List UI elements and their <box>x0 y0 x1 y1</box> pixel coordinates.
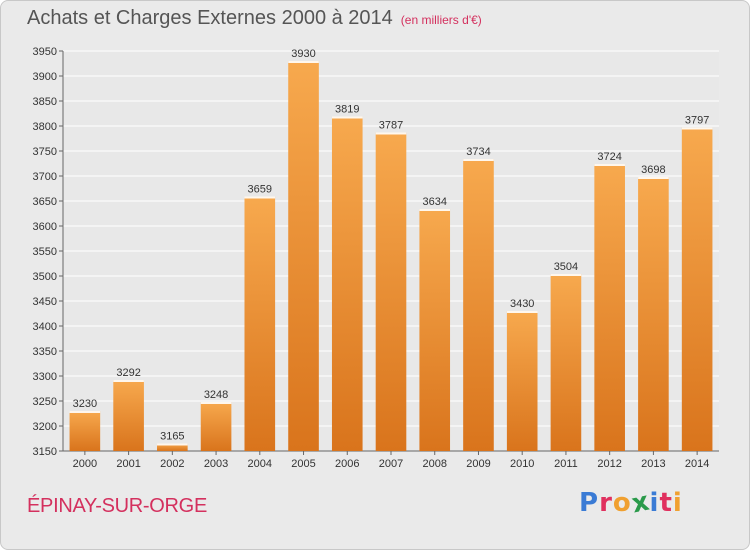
x-tick-label: 2008 <box>422 458 446 470</box>
value-label-2013: 3698 <box>641 164 665 176</box>
bar-top-highlight <box>594 164 625 166</box>
bar-top-highlight <box>681 127 713 130</box>
value-label-2004: 3659 <box>248 184 272 196</box>
bar-2009 <box>463 159 494 451</box>
bar-top-highlight <box>550 274 582 276</box>
y-tick-label: 3550 <box>33 246 57 258</box>
y-tick-label: 3450 <box>33 296 57 308</box>
bar-top-highlight <box>200 402 232 404</box>
bar-top-highlight <box>244 196 276 199</box>
y-tick-label: 3150 <box>33 446 57 458</box>
bar-top-highlight <box>113 380 144 382</box>
bar-2013 <box>638 177 669 451</box>
y-tick-label: 3600 <box>33 221 57 233</box>
x-tick-label: 2002 <box>160 458 184 470</box>
x-tick-label: 2013 <box>641 458 665 470</box>
bar-top-highlight <box>506 311 538 313</box>
x-tick-label: 2009 <box>466 458 490 470</box>
bar-top-highlight <box>288 61 319 63</box>
value-label-2008: 3634 <box>422 196 446 208</box>
bar-2008 <box>419 209 451 451</box>
y-tick-label: 3200 <box>33 421 57 433</box>
x-tick-label: 2004 <box>248 458 272 470</box>
y-tick-label: 3400 <box>33 321 57 333</box>
bar-2011 <box>550 274 582 451</box>
value-label-2001: 3292 <box>116 367 140 379</box>
y-tick-label: 3300 <box>33 371 57 383</box>
bar-top-highlight <box>419 209 451 211</box>
logo-letter: r <box>599 488 613 518</box>
bar-2004 <box>244 196 276 451</box>
chart-title: Achats et Charges Externes 2000 à 2014 <box>27 7 393 29</box>
value-label-2003: 3248 <box>204 389 228 401</box>
logo-letter: i <box>649 488 660 518</box>
value-label-2009: 3734 <box>466 146 490 158</box>
x-tick-label: 2007 <box>379 458 403 470</box>
logo-letter: t <box>659 488 673 518</box>
bar-top-highlight <box>375 132 407 135</box>
y-tick-label: 3650 <box>33 196 57 208</box>
y-tick-label: 3950 <box>33 46 57 58</box>
x-tick-label: 2003 <box>204 458 228 470</box>
commune-name: ÉPINAY-SUR-ORGE <box>27 495 207 517</box>
y-tick-label: 3350 <box>33 346 57 358</box>
bar-2012 <box>594 164 625 451</box>
bar-2001 <box>113 380 144 451</box>
value-label-2011: 3504 <box>554 261 578 273</box>
x-tick-label: 2000 <box>73 458 97 470</box>
bar-top-highlight <box>157 443 188 446</box>
x-tick-label: 2006 <box>335 458 359 470</box>
bar-top-highlight <box>69 411 101 413</box>
y-tick-label: 3800 <box>33 121 57 133</box>
x-tick-label: 2001 <box>116 458 140 470</box>
y-tick-label: 3750 <box>33 146 57 158</box>
chart-unit: (en milliers d'€) <box>400 13 482 27</box>
value-label-2000: 3230 <box>73 398 97 410</box>
bar-2002 <box>157 443 188 451</box>
logo-letter: o <box>612 488 632 518</box>
logo-letter: P <box>579 488 600 518</box>
bar-2000 <box>69 411 101 451</box>
chart-title-block: Achats et Charges Externes 2000 à 2014 (e… <box>27 7 482 30</box>
y-tick-label: 3850 <box>33 96 57 108</box>
x-tick-label: 2014 <box>685 458 709 470</box>
value-label-2005: 3930 <box>291 48 315 60</box>
x-tick-label: 2010 <box>510 458 534 470</box>
bar-top-highlight <box>463 159 494 161</box>
value-label-2010: 3430 <box>510 298 534 310</box>
y-tick-label: 3900 <box>33 71 57 83</box>
value-label-2007: 3787 <box>379 120 403 132</box>
value-label-2002: 3165 <box>160 431 184 443</box>
bar-2014 <box>681 127 713 451</box>
bar-2007 <box>375 132 407 451</box>
bar-2005 <box>288 61 319 451</box>
bar-2010 <box>506 311 538 451</box>
x-tick-label: 2012 <box>597 458 621 470</box>
y-tick-label: 3700 <box>33 171 57 183</box>
x-tick-label: 2005 <box>291 458 315 470</box>
y-tick-label: 3500 <box>33 271 57 283</box>
proxiti-logo: Proxiti <box>579 486 683 519</box>
value-label-2006: 3819 <box>335 104 359 116</box>
value-label-2012: 3724 <box>597 151 621 163</box>
y-tick-label: 3250 <box>33 396 57 408</box>
value-label-2014: 3797 <box>685 115 709 127</box>
logo-letter: i <box>672 488 683 518</box>
bar-top-highlight <box>331 116 363 119</box>
bar-2003 <box>200 402 232 451</box>
bar-top-highlight <box>638 177 669 179</box>
bar-2006 <box>331 116 363 451</box>
x-tick-label: 2011 <box>554 458 578 470</box>
